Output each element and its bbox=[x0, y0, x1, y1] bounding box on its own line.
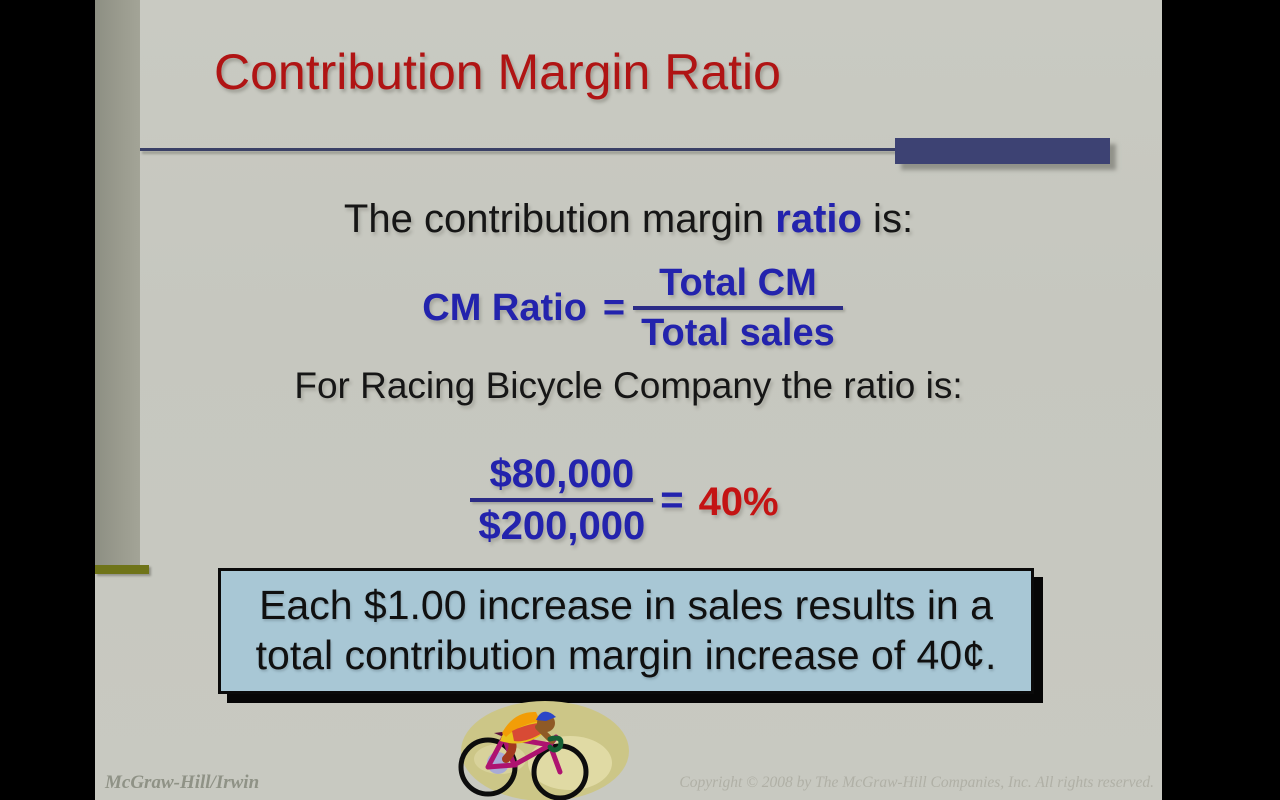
calc-numerator: $80,000 bbox=[489, 452, 635, 496]
callout-line-1: Each $1.00 increase in sales results in … bbox=[259, 582, 993, 628]
title-accent-bar bbox=[895, 138, 1110, 164]
calc-fraction-bar bbox=[470, 498, 654, 502]
formula-fraction: Total CM Total sales bbox=[633, 262, 843, 354]
callout-line-2: total contribution margin increase of 40… bbox=[255, 632, 997, 678]
fraction-denominator: Total sales bbox=[641, 312, 835, 354]
cyclist-clipart-icon bbox=[442, 697, 652, 800]
sidebar-bar bbox=[95, 0, 140, 567]
footer-copyright: Copyright © 2008 by The McGraw-Hill Comp… bbox=[679, 774, 1154, 791]
slide-area: Contribution Margin Ratio The contributi… bbox=[95, 0, 1162, 800]
calc-denominator: $200,000 bbox=[478, 504, 646, 548]
title-underline bbox=[140, 148, 897, 151]
callout-box: Each $1.00 increase in sales results in … bbox=[218, 568, 1034, 694]
company-line: For Racing Bicycle Company the ratio is: bbox=[294, 365, 963, 406]
fraction-bar bbox=[633, 306, 843, 310]
sidebar-cap bbox=[95, 565, 149, 574]
calc-fraction: $80,000 $200,000 bbox=[470, 452, 654, 548]
slide-title: Contribution Margin Ratio bbox=[214, 44, 781, 100]
calc-equals-sign: = bbox=[660, 478, 684, 522]
formula-lhs: CM Ratio bbox=[422, 287, 587, 329]
formula-equals-sign: = bbox=[602, 287, 626, 329]
footer-brand: McGraw-Hill/Irwin bbox=[105, 772, 260, 793]
intro-text: The contribution margin ratio is: bbox=[95, 195, 1162, 243]
cm-ratio-formula: CM Ratio = Total CM Total sales bbox=[95, 262, 1162, 354]
intro-pre: The contribution margin bbox=[343, 197, 776, 241]
ratio-highlight: ratio bbox=[775, 197, 862, 241]
intro-post: is: bbox=[861, 197, 914, 241]
calculation-formula: $80,000 $200,000 = 40% bbox=[95, 452, 1162, 548]
fraction-numerator: Total CM bbox=[659, 262, 817, 304]
calc-result: 40% bbox=[698, 480, 779, 524]
